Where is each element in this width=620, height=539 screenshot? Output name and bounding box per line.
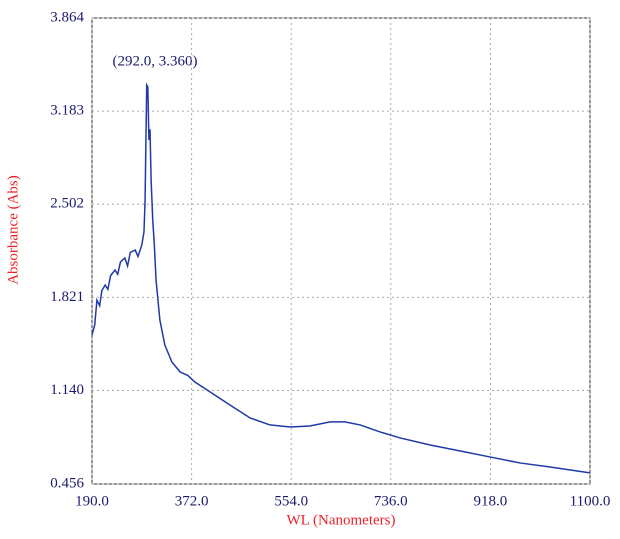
peak-annotation: (292.0, 3.360): [113, 53, 198, 69]
y-tick-label: 3.864: [50, 9, 84, 25]
y-tick-label: 1.821: [50, 289, 84, 305]
x-tick-label: 372.0: [175, 493, 209, 509]
y-tick-label: 1.140: [50, 382, 84, 398]
x-tick-label: 554.0: [274, 493, 308, 509]
spectrum-line: [91, 82, 591, 474]
x-axis-label: WL (Nanometers): [287, 512, 396, 528]
y-tick-label: 3.183: [50, 103, 84, 119]
y-axis-label: Absorbance (Abs): [5, 175, 21, 285]
x-tick-label: 1100.0: [570, 493, 611, 509]
y-tick-label: 0.456: [50, 475, 84, 491]
x-tick-label: 736.0: [374, 493, 408, 509]
y-tick-label: 2.502: [50, 196, 84, 212]
x-tick-label: 190.0: [75, 493, 109, 509]
x-tick-label: 918.0: [474, 493, 508, 509]
plot-frame: [91, 17, 591, 485]
